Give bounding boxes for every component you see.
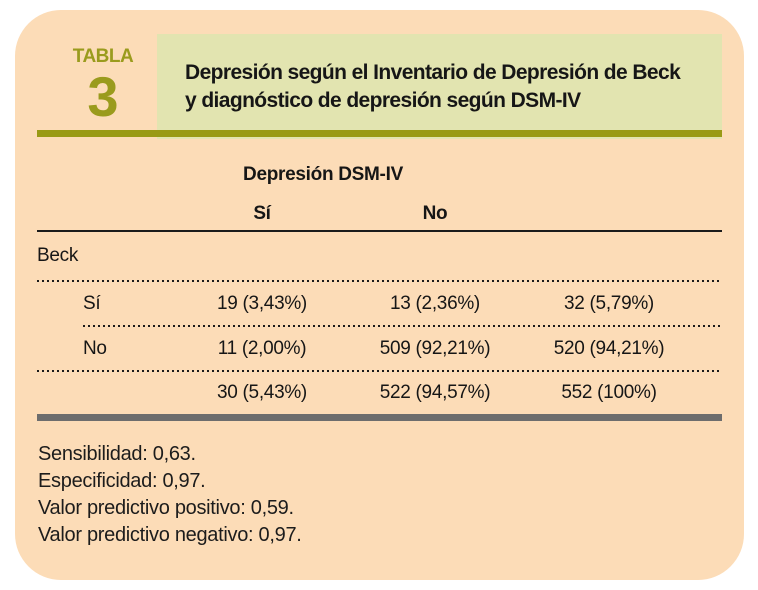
footnote-valor-predictivo-positivo: Valor predictivo positivo: 0,59. — [38, 497, 294, 519]
table-card: TABLA 3 Depresión según el Inventario de… — [15, 10, 744, 580]
value-no-dsmno: 509 (92,21%) — [379, 337, 491, 359]
dotted-rule-1 — [37, 280, 722, 282]
row-group-beck: Beck — [37, 232, 722, 280]
value-si-total: 32 (5,79%) — [564, 292, 654, 314]
column-group-header: Depresión DSM-IV — [243, 164, 403, 185]
table-number-label: TABLA 3 — [55, 46, 151, 128]
column-header-no: No — [422, 203, 448, 224]
dotted-rule-2 — [83, 325, 722, 327]
row-label-si: Sí — [83, 292, 101, 314]
header-olive-rule — [37, 130, 722, 137]
table-group-header-row: Depresión DSM-IV — [37, 152, 722, 198]
footnote-valor-predictivo-negativo: Valor predictivo negativo: 0,97. — [38, 524, 302, 546]
table-bottom-bar — [37, 414, 722, 421]
table-top-rule — [37, 230, 722, 232]
value-si-dsmno: 13 (2,36%) — [390, 292, 480, 314]
footnotes: Sensibilidad: 0,63. Especificidad: 0,97.… — [38, 441, 302, 549]
tabla-word: TABLA — [72, 46, 134, 67]
contingency-table: Depresión DSM-IV Sí No Beck Sí 19 (3,43%… — [37, 152, 722, 421]
column-header-si: Sí — [253, 203, 271, 224]
table-column-header-row: Sí No — [37, 198, 722, 230]
table-title-line1: Depresión según el Inventario de Depresi… — [185, 60, 681, 84]
value-no-dsmsi: 11 (2,00%) — [217, 337, 307, 359]
table-title-box: Depresión según el Inventario de Depresi… — [157, 34, 722, 139]
table-row-beck-si: Sí 19 (3,43%) 13 (2,36%) 32 (5,79%) — [37, 282, 722, 325]
value-si-dsmsi: 19 (3,43%) — [217, 292, 307, 314]
row-label-no: No — [83, 337, 107, 359]
table-row-totals: 30 (5,43%) 522 (94,57%) 552 (100%) — [37, 372, 722, 414]
footnote-sensibilidad: Sensibilidad: 0,63. — [38, 443, 196, 465]
value-no-total: 520 (94,21%) — [553, 337, 665, 359]
total-dsmsi: 30 (5,43%) — [217, 382, 307, 403]
total-dsmno: 522 (94,57%) — [379, 382, 491, 403]
tabla-number: 3 — [87, 65, 119, 128]
row-group-label: Beck — [37, 245, 79, 266]
dotted-rule-3 — [37, 370, 722, 372]
footnote-especificidad: Especificidad: 0,97. — [38, 470, 206, 492]
total-overall: 552 (100%) — [561, 382, 657, 403]
table-title-line2: y diagnóstico de depresión según DSM-IV — [185, 88, 581, 112]
table-row-beck-no: No 11 (2,00%) 509 (92,21%) 520 (94,21%) — [37, 327, 722, 370]
